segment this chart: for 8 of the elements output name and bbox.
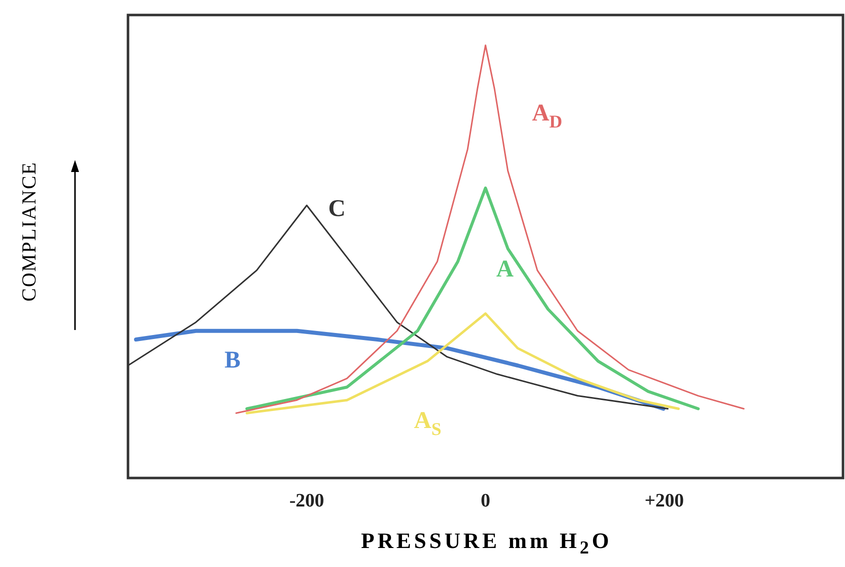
series-label: C [328, 196, 346, 222]
x-tick-label: -200 [289, 490, 324, 512]
series-label: B [224, 347, 241, 374]
x-tick-label: 0 [480, 490, 490, 512]
series-label: A [496, 256, 514, 282]
x-tick-label: +200 [644, 490, 684, 512]
x-axis-title: PRESSURE mm H$_{2}$O [360, 528, 613, 558]
y-axis-title: COMPLIANCE [18, 160, 42, 304]
